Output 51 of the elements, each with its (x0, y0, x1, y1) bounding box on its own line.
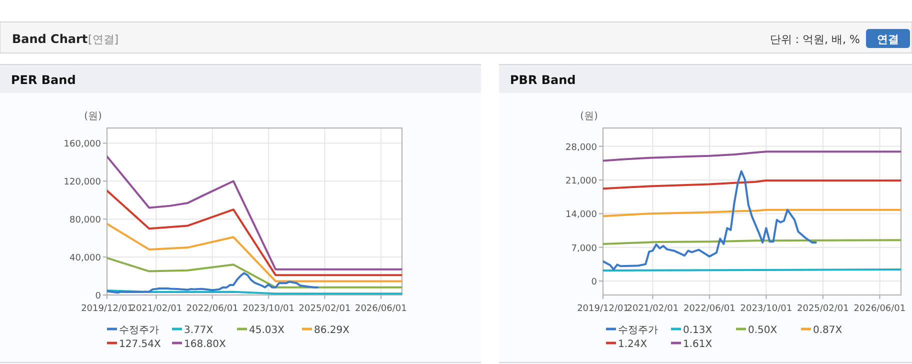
legend-label: 0.50X (748, 325, 778, 336)
y-tick-label: 0 (591, 278, 598, 288)
x-tick-label: 2019/12/01 (81, 304, 133, 314)
legend-label: 1.61X (683, 339, 712, 350)
legend-label: 0.13X (683, 325, 712, 336)
y-axis-title: (원) (580, 111, 598, 122)
text: [연결] (88, 33, 119, 46)
chart-title: PBR Band (510, 73, 576, 87)
x-tick-label: 2022/06/01 (186, 304, 238, 314)
y-tick-label: 80,000 (70, 216, 102, 226)
text: 단위 : 억원, 배, % (770, 33, 860, 46)
x-tick-label: 2026/06/01 (354, 304, 407, 314)
line-series (603, 179, 901, 190)
y-tick-label: 7,000 (571, 244, 598, 254)
y-tick-label: 21,000 (566, 176, 598, 186)
line-series (603, 150, 901, 162)
y-tick-label: 28,000 (566, 142, 598, 153)
y-tick-label: 160,000 (64, 140, 102, 150)
legend-label: 86.29X (314, 325, 350, 336)
line-series (107, 256, 402, 288)
chart-title: PER Band (11, 73, 76, 87)
legend-label: 127.54X (119, 339, 161, 350)
x-tick-label: 2025/02/01 (298, 304, 351, 314)
legend-label: 0.87X (813, 325, 842, 336)
text: 연결 (877, 33, 899, 46)
y-axis-title: (원) (84, 111, 102, 122)
legend-label: 45.03X (249, 325, 285, 336)
y-tick-label: 120,000 (64, 178, 102, 188)
x-tick-label: 2022/06/01 (683, 304, 736, 314)
legend-label: 수정주가 (618, 325, 658, 336)
x-tick-label: 2025/02/01 (797, 304, 849, 314)
x-tick-label: 2019/12/01 (577, 304, 629, 314)
x-tick-label: 2026/06/01 (854, 304, 906, 314)
legend-label: 168.80X (184, 339, 226, 350)
line-series (603, 170, 817, 270)
line-series (107, 190, 402, 276)
line-series (603, 208, 901, 218)
line-series (107, 222, 402, 282)
y-tick-label: 14,000 (566, 210, 598, 220)
x-tick-label: 2021/02/01 (626, 304, 679, 314)
legend-label: 수정주가 (119, 325, 159, 336)
legend-label: 1.24X (618, 339, 648, 350)
text: Band Chart (12, 32, 88, 46)
legend-label: 3.77X (184, 325, 214, 336)
x-tick-label: 2023/10/01 (242, 304, 294, 314)
x-tick-label: 2021/02/01 (130, 304, 182, 314)
x-tick-label: 2023/10/01 (740, 304, 792, 314)
line-series (107, 155, 402, 270)
y-tick-label: 40,000 (70, 254, 102, 264)
y-tick-label: 0 (95, 292, 102, 302)
line-series (107, 272, 319, 294)
